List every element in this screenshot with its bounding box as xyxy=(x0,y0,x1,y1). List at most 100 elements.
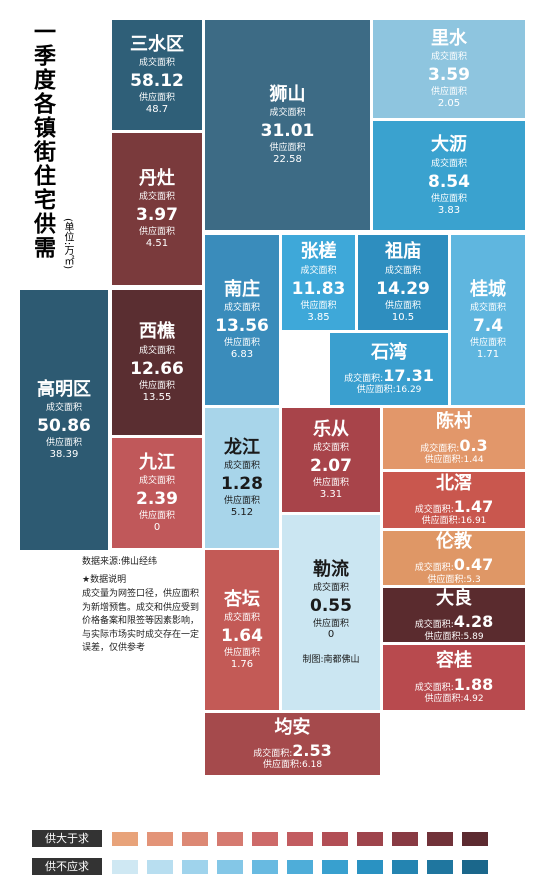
supply-value: 1.71 xyxy=(476,349,500,361)
tile-name: 三水区 xyxy=(130,33,184,55)
supply-value: 4.51 xyxy=(145,238,169,250)
deal-label: 成交面积: xyxy=(414,682,454,693)
title: 一季度各镇街住宅供需 xyxy=(30,20,55,260)
legend-swatch xyxy=(427,860,453,874)
deal-label: 成交面积: xyxy=(253,749,293,760)
tile: 乐从 成交面积 2.07 供应面积 3.31 xyxy=(282,408,380,512)
supply-value: 10.5 xyxy=(391,311,415,323)
legend-swatch xyxy=(112,860,138,874)
deal-row: 成交面积:17.31 xyxy=(344,366,434,385)
supply-label: 供应面积: xyxy=(421,516,461,527)
supply-label: 供应面积: xyxy=(424,454,464,465)
supply-value: 6.18 xyxy=(302,760,323,771)
deal-value: 58.12 xyxy=(130,71,184,92)
supply-value: 22.58 xyxy=(273,154,302,166)
legend-label: 供大于求 xyxy=(32,830,102,847)
deal-value: 2.39 xyxy=(136,489,178,510)
tile: 狮山 成交面积 31.01 供应面积 22.58 xyxy=(205,20,370,230)
deal-label: 成交面积 xyxy=(223,303,260,314)
legend-swatch xyxy=(112,832,138,846)
supply-value: 16.91 xyxy=(460,516,487,527)
supply-value: 13.55 xyxy=(142,391,172,403)
tile-name: 高明区 xyxy=(37,378,91,400)
legend-swatch xyxy=(392,860,418,874)
tile: 均安 成交面积:2.53 供应面积:6.18 xyxy=(205,713,380,775)
supply-label: 供应面积 xyxy=(312,478,349,489)
deal-label: 成交面积 xyxy=(138,58,175,69)
legend-swatch xyxy=(462,860,488,874)
supply-value: 4.92 xyxy=(463,693,484,704)
supply-value: 5.12 xyxy=(230,507,254,519)
deal-row: 成交面积:1.47 xyxy=(415,497,494,516)
tile: 南庄 成交面积 13.56 供应面积 6.83 xyxy=(205,235,279,405)
supply-label: 供应面积 xyxy=(430,193,467,204)
deal-value: 4.28 xyxy=(453,612,494,632)
deal-value: 2.07 xyxy=(310,456,352,477)
legend-swatch xyxy=(182,860,208,874)
legend-swatch xyxy=(252,832,278,846)
supply-label: 供应面积 xyxy=(430,87,467,98)
supply-label: 供应面积 xyxy=(223,648,260,659)
tile-name: 狮山 xyxy=(269,83,306,105)
legend-swatch xyxy=(392,832,418,846)
tile-name: 北滘 xyxy=(436,472,472,494)
tile: 伦教 成交面积:0.47 供应面积:5.3 xyxy=(383,531,525,585)
supply-label: 供应面积 xyxy=(138,511,175,522)
tile-name: 乐从 xyxy=(313,418,349,440)
tile-name: 勒流 xyxy=(313,558,349,580)
supply-value: 6.83 xyxy=(230,349,254,361)
deal-value: 50.86 xyxy=(37,416,91,437)
tile-name: 大沥 xyxy=(431,134,467,156)
deal-label: 成交面积: xyxy=(414,563,454,574)
deal-row: 成交面积:0.3 xyxy=(420,436,487,455)
deal-value: 1.28 xyxy=(221,474,263,495)
deal-label: 成交面积 xyxy=(138,192,175,203)
deal-value: 12.66 xyxy=(130,358,184,379)
deal-label: 成交面积 xyxy=(269,108,306,119)
legend-swatch xyxy=(182,832,208,846)
source: 数据来源:佛山经纬 xyxy=(82,557,158,567)
deal-label: 成交面积: xyxy=(414,620,454,631)
supply-label: 供应面积 xyxy=(300,300,337,311)
tile: 丹灶 成交面积 3.97 供应面积 4.51 xyxy=(112,133,202,285)
supply-value: 1.76 xyxy=(230,659,254,671)
supply-label: 供应面积 xyxy=(138,380,175,391)
supply-row: 供应面积:16.29 xyxy=(357,385,422,396)
supply-row: 供应面积:4.92 xyxy=(424,694,483,705)
supply-value: 2.05 xyxy=(437,98,461,110)
tile: 里水 成交面积 3.59 供应面积 2.05 xyxy=(373,20,525,118)
deal-value: 1.47 xyxy=(453,497,494,517)
supply-value: 3.85 xyxy=(307,311,330,323)
supply-label: 供应面积 xyxy=(138,227,175,238)
deal-value: 0.47 xyxy=(453,555,494,575)
supply-label: 供应面积 xyxy=(45,438,82,449)
supply-value: 3.83 xyxy=(437,204,461,216)
supply-value: 3.31 xyxy=(319,489,343,501)
supply-row: 供应面积:5.89 xyxy=(424,632,483,643)
supply-label: 供应面积: xyxy=(424,631,464,642)
legend-swatch xyxy=(287,832,313,846)
deal-value: 7.4 xyxy=(472,316,504,337)
tile-name: 西樵 xyxy=(139,321,175,343)
deal-row: 成交面积:4.28 xyxy=(415,612,494,631)
tile: 三水区 成交面积 58.12 供应面积 48.7 xyxy=(112,20,202,130)
deal-label: 成交面积 xyxy=(469,303,506,314)
deal-row: 成交面积:1.88 xyxy=(415,675,494,694)
tile: 石湾 成交面积:17.31 供应面积:16.29 xyxy=(330,333,448,405)
deal-value: 14.29 xyxy=(376,278,430,299)
tile: 龙江 成交面积 1.28 供应面积 5.12 xyxy=(205,408,279,548)
supply-label: 供应面积 xyxy=(312,618,349,629)
tile: 九江 成交面积 2.39 供应面积 0 xyxy=(112,438,202,548)
legend-swatch xyxy=(427,832,453,846)
deal-label: 成交面积 xyxy=(312,583,349,594)
supply-value: 0 xyxy=(327,629,335,641)
deal-value: 31.01 xyxy=(260,121,315,142)
tile-name: 均安 xyxy=(274,716,311,738)
deal-value: 0.3 xyxy=(459,435,488,455)
tile-name: 祖庙 xyxy=(385,241,421,263)
legend-label: 供不应求 xyxy=(32,858,102,875)
supply-label: 供应面积 xyxy=(138,93,175,104)
tile-name: 南庄 xyxy=(224,278,260,300)
tile: 容桂 成交面积:1.88 供应面积:4.92 xyxy=(383,645,525,710)
tile-name: 丹灶 xyxy=(139,167,175,189)
